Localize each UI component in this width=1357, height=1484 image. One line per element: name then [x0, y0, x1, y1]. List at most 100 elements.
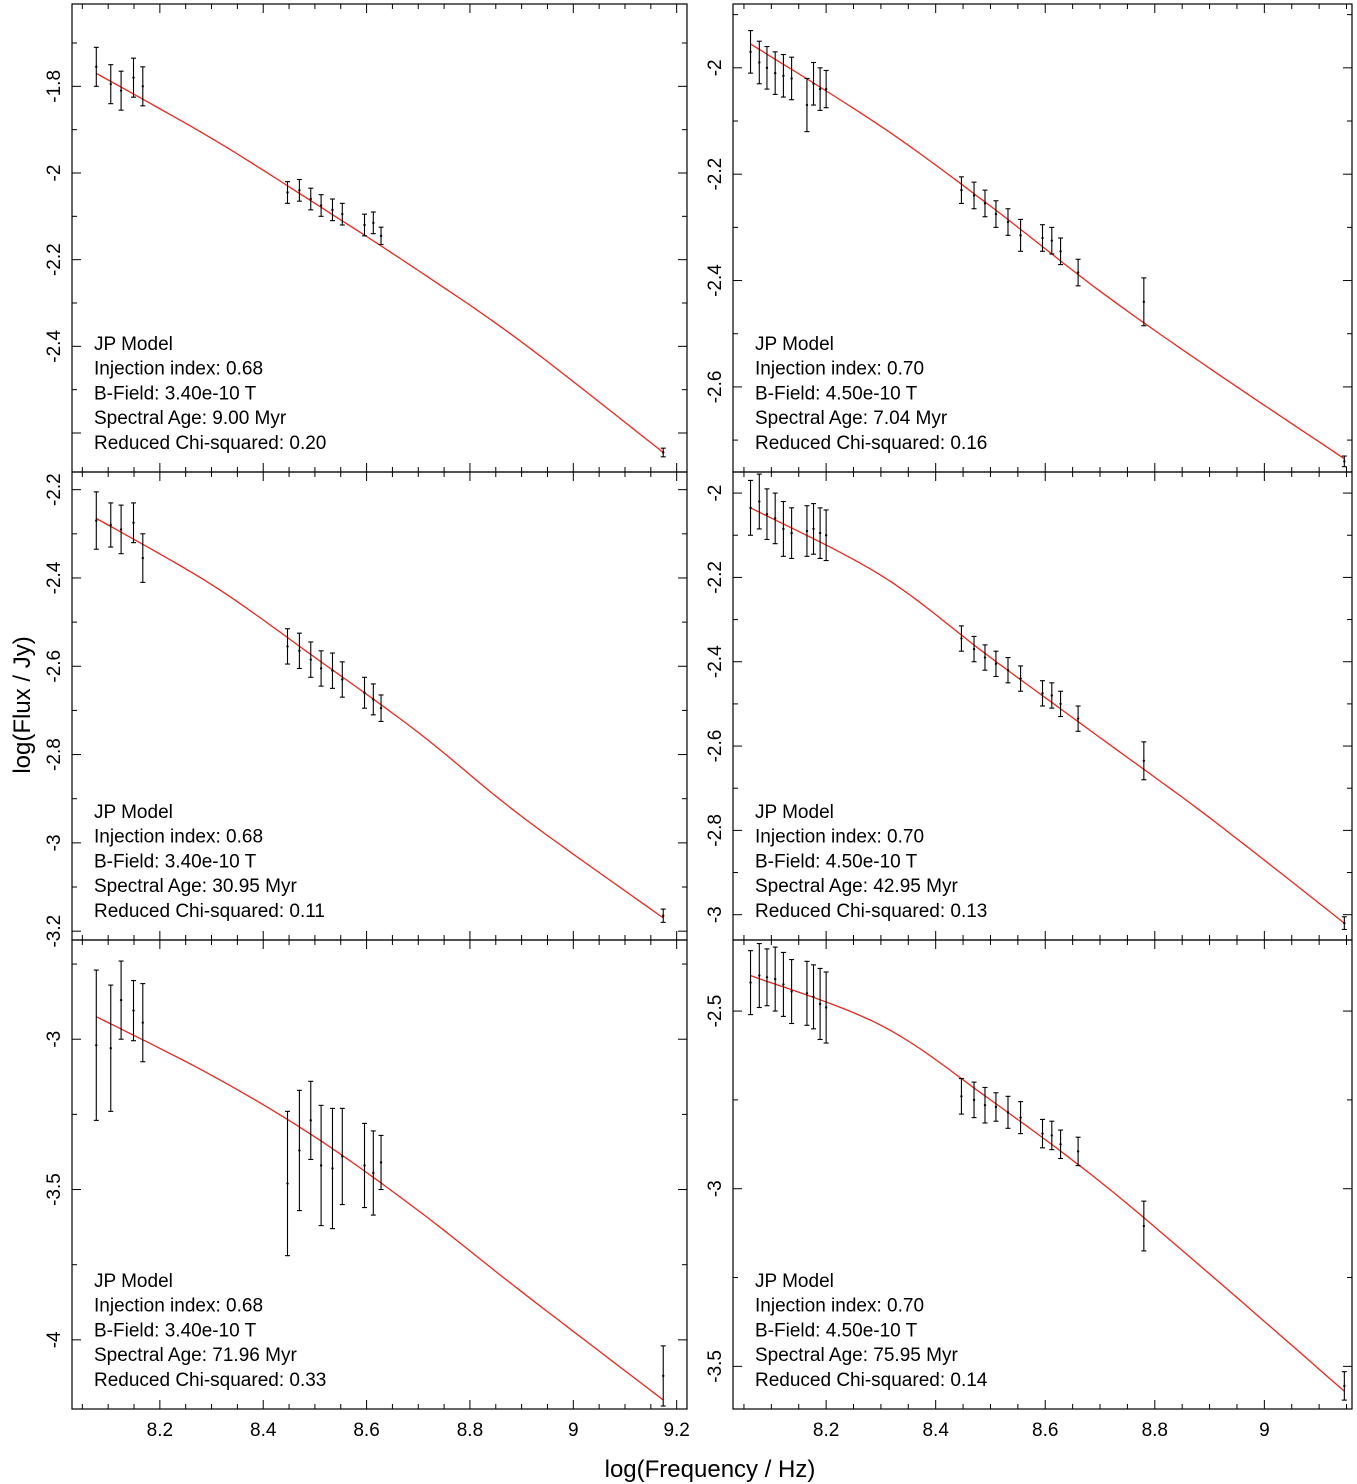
- data-marker: [132, 76, 135, 79]
- data-marker: [994, 212, 998, 216]
- model-curve: [750, 43, 1345, 460]
- data-point: [772, 946, 778, 1012]
- data-marker: [782, 527, 785, 531]
- chart-panel-right-top: -2 -2.2 -2.4 -2.6 JP Model Injection index: 0…: [705, 3, 1353, 473]
- data-point: [660, 447, 666, 458]
- x-tick-label: 9.2: [663, 1420, 689, 1441]
- data-marker: [824, 1006, 828, 1009]
- data-marker: [363, 691, 366, 694]
- data-marker: [758, 500, 761, 503]
- data-point: [296, 632, 302, 670]
- legend-line: Spectral Age: 30.95 Myr: [94, 876, 297, 897]
- y-tick-label: -2.2: [705, 158, 726, 191]
- data-point: [811, 964, 817, 1030]
- x-tick-label: 8.6: [1032, 1420, 1058, 1441]
- data-marker: [331, 208, 334, 212]
- data-marker: [379, 707, 383, 710]
- data-marker: [341, 1155, 344, 1158]
- data-marker: [749, 506, 752, 510]
- chart-panel-left-top: -1.8 -2 -2.2 -2.4 JP Model Injection index: 0…: [44, 3, 688, 473]
- panels: -1.8 -2 -2.2 -2.4 JP Model Injection index: 0…: [44, 3, 1353, 1441]
- data-marker: [1041, 236, 1044, 240]
- data-marker: [1142, 300, 1146, 304]
- y-tick-label: -2.2: [44, 243, 65, 276]
- data-marker: [662, 914, 665, 917]
- data-marker: [372, 698, 375, 701]
- data-point: [823, 69, 829, 109]
- data-point: [780, 500, 786, 557]
- data-point: [1005, 656, 1011, 684]
- data-marker: [309, 658, 312, 661]
- chart-panel-left-middle: -2.2 -2.4 -2.6 -2.8 -3 -3.2 JP Model Injection …: [44, 471, 688, 948]
- data-point: [1018, 665, 1024, 692]
- data-marker: [758, 974, 761, 977]
- panel-frame: [71, 939, 688, 1410]
- legend: JP Model Injection index: 0.70 B-Field: 4.…: [755, 1271, 988, 1391]
- y-tick-label: -2: [705, 59, 726, 76]
- legend-line: Reduced Chi-squared: 0.33: [94, 1370, 326, 1391]
- y-tick-label: -2.4: [44, 561, 65, 594]
- data-point: [1341, 455, 1347, 468]
- data-point: [93, 969, 99, 1121]
- data-point: [308, 1080, 314, 1161]
- data-point: [1005, 1095, 1011, 1129]
- data-marker: [1050, 239, 1054, 242]
- data-marker: [972, 647, 976, 651]
- data-marker: [1343, 1384, 1346, 1388]
- data-point: [982, 1086, 988, 1124]
- data-point: [370, 1130, 376, 1216]
- data-marker: [790, 531, 793, 535]
- legend-line: Injection index: 0.70: [755, 827, 924, 848]
- data-point: [339, 661, 345, 698]
- data-point: [140, 66, 146, 107]
- data-point: [958, 1078, 964, 1115]
- data-marker: [1059, 1143, 1062, 1146]
- legend-line: Spectral Age: 75.95 Myr: [755, 1345, 958, 1366]
- x-tick-label: 8.4: [922, 1420, 949, 1441]
- data-point: [378, 226, 384, 246]
- data-marker: [824, 87, 828, 91]
- data-point: [140, 983, 146, 1063]
- data-marker: [1343, 460, 1346, 463]
- data-marker: [309, 1119, 312, 1122]
- data-point: [108, 984, 114, 1112]
- data-point: [118, 504, 124, 555]
- data-marker: [132, 1009, 135, 1012]
- data-point: [1005, 208, 1011, 236]
- legend-line: JP Model: [94, 1271, 173, 1292]
- data-point: [811, 503, 817, 555]
- data-point: [285, 1110, 291, 1257]
- legend-line: Reduced Chi-squared: 0.16: [755, 433, 987, 454]
- data-marker: [983, 1104, 987, 1107]
- data-point: [1075, 1136, 1081, 1167]
- y-tick-label: -2.6: [705, 371, 726, 404]
- data-point: [748, 950, 754, 1016]
- legend-line: B-Field: 4.50e-10 T: [755, 1320, 918, 1341]
- y-tick-label: -2.8: [44, 738, 65, 771]
- data-point: [118, 960, 124, 1040]
- data-point: [329, 1107, 335, 1230]
- data-marker: [812, 527, 815, 531]
- data-marker: [812, 995, 815, 999]
- data-point: [285, 181, 291, 204]
- data-marker: [1059, 702, 1062, 706]
- data-point: [1058, 690, 1064, 718]
- data-marker: [141, 85, 145, 88]
- legend-line: Spectral Age: 7.04 Myr: [755, 408, 948, 429]
- data-marker: [372, 1171, 375, 1175]
- data-point: [1141, 741, 1147, 781]
- data-marker: [818, 531, 822, 535]
- data-point: [1058, 1129, 1064, 1160]
- legend-line: Spectral Age: 71.96 Myr: [94, 1345, 297, 1366]
- data-marker: [286, 191, 289, 194]
- legend: JP Model Injection index: 0.70 B-Field: 4.…: [755, 802, 987, 922]
- data-marker: [1142, 1224, 1146, 1228]
- data-marker: [662, 1374, 665, 1378]
- legend-line: JP Model: [755, 802, 834, 823]
- data-point: [1018, 218, 1024, 252]
- data-point: [804, 77, 810, 133]
- data-point: [308, 641, 314, 678]
- y-tick-label: -2: [705, 485, 726, 502]
- data-marker: [119, 998, 123, 1002]
- data-marker: [983, 202, 987, 205]
